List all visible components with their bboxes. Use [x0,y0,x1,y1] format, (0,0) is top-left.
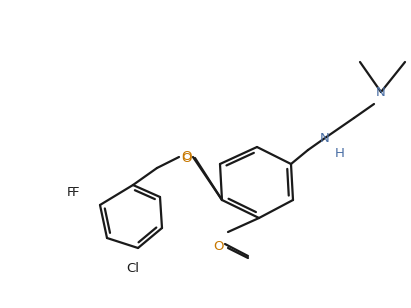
Text: F: F [71,187,79,200]
Text: N: N [376,86,386,99]
Text: O: O [213,240,223,253]
Text: H: H [335,147,345,160]
Text: F: F [67,185,74,198]
Text: O: O [181,152,191,164]
Text: O: O [181,149,191,163]
Text: N: N [320,132,330,144]
Text: Cl: Cl [127,261,139,274]
